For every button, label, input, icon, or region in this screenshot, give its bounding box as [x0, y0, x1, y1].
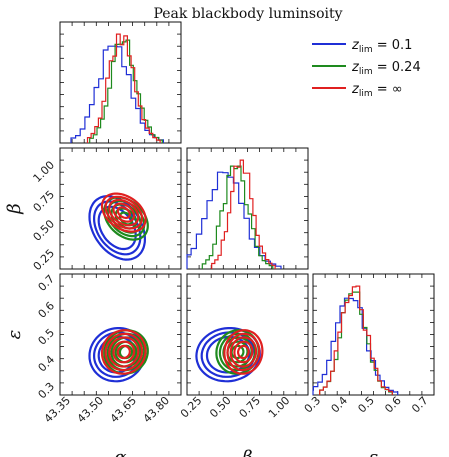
x-tick-label: 0.6 [382, 394, 404, 416]
y-tick-label: 1.00 [31, 159, 58, 186]
contour-α-ε-series-2 [108, 336, 140, 368]
y-tick-label: 0.6 [36, 299, 58, 321]
x-tick-label: 43.65 [108, 394, 139, 425]
x-tick-label: 1.00 [266, 394, 293, 421]
panel-2-1 [186, 273, 309, 396]
x-tick-label: 43.50 [75, 394, 106, 425]
panel-1-1 [186, 147, 309, 270]
legend-label: zlim = ∞ [351, 82, 403, 99]
contour-α-ε-series-1 [114, 340, 138, 364]
contour-α-ε-series-1 [103, 329, 149, 375]
contour-β-ε-series-2 [223, 329, 264, 375]
x-tick-label: 0.3 [302, 394, 324, 416]
panels-group: 43.35 43.50 43.65 43.80 0.25 0.50 0.75 1.00 0.3 0… [4, 21, 435, 457]
panel-0-0 [59, 21, 182, 144]
legend-label: zlim = 0.1 [351, 38, 412, 55]
contour-α-β-series-2 [112, 202, 136, 223]
x-axis-title: β [241, 447, 252, 457]
histogram-ε-series-0 [312, 297, 399, 395]
contour-α-β-series-2 [108, 198, 140, 227]
x-tick-label: 0.7 [409, 394, 431, 416]
contour-α-β-series-2 [116, 206, 132, 219]
x-axis-title: α [114, 447, 126, 457]
x-tick-label: 0.25 [178, 394, 205, 421]
x-tick-label: 0.75 [237, 394, 264, 421]
contour-α-β-series-0 [97, 205, 137, 251]
y-axis-title: β [4, 203, 25, 214]
legend-label: zlim = 0.24 [351, 60, 421, 77]
chart-title: Peak blackbody luminsoity [153, 6, 342, 22]
y-tick-label: 0.3 [36, 380, 58, 402]
x-tick-label: 0.5 [355, 394, 377, 416]
x-tick-label: 0.4 [329, 394, 351, 416]
histogram-α-series-2 [86, 33, 161, 143]
contour-β-ε-series-1 [215, 329, 260, 375]
contour-β-ε-series-2 [237, 344, 250, 360]
contour-β-ε-series-2 [233, 340, 254, 364]
y-tick-label: 0.4 [36, 353, 58, 375]
contour-β-ε-series-1 [218, 332, 257, 372]
contour-α-ε-series-2 [104, 332, 144, 372]
contour-β-ε-series-2 [229, 336, 258, 368]
contour-α-β-series-2 [100, 192, 147, 233]
histogram-ε-series-2 [319, 285, 393, 395]
y-tick-label: 0.5 [36, 326, 58, 348]
x-tick-label: 43.80 [141, 394, 172, 425]
histogram-β-series-2 [211, 159, 276, 269]
x-tick-label: 0.50 [207, 394, 234, 421]
y-tick-label: 0.50 [31, 217, 58, 244]
x-axis-title: ε [369, 447, 379, 457]
y-tick-label: 0.75 [31, 188, 58, 215]
contour-β-ε-series-2 [226, 332, 261, 372]
panel-2-0 [59, 273, 182, 396]
contour-α-ε-series-2 [100, 329, 147, 375]
legend: zlim = 0.1 zlim = 0.24 zlim = ∞ [312, 38, 421, 99]
y-axis-title: ε [4, 330, 25, 340]
contour-α-ε-series-2 [116, 344, 132, 360]
panel-2-2 [312, 273, 435, 396]
contour-α-ε-series-2 [112, 340, 136, 364]
contour-α-ε-series-1 [118, 344, 134, 360]
histogram-α-series-1 [89, 39, 163, 143]
panel-1-0 [59, 147, 182, 270]
y-tick-label: 0.25 [31, 247, 58, 274]
contour-α-ε-series-1 [110, 336, 142, 368]
contour-α-β-series-2 [104, 195, 144, 230]
contour-α-ε-series-1 [106, 332, 146, 372]
y-tick-label: 0.7 [36, 272, 58, 294]
